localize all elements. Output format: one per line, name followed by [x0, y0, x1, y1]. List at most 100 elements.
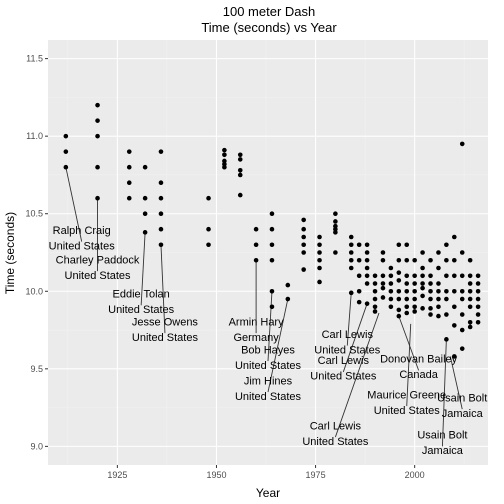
data-point [142, 211, 148, 217]
y-tick-label: 11.5 [26, 54, 43, 64]
annotation-leader-line [342, 303, 368, 373]
data-point [222, 152, 227, 158]
data-point [269, 226, 275, 232]
annotation-leader-line [267, 298, 289, 393]
data-point [158, 226, 164, 232]
data-point [436, 281, 441, 286]
data-point [396, 242, 402, 248]
annotation-leader-line [140, 232, 146, 306]
data-point [253, 226, 259, 232]
data-point [269, 257, 275, 263]
data-point [237, 167, 243, 173]
data-point [420, 250, 425, 255]
annotation-athlete-country: United States [49, 240, 116, 252]
data-point [428, 273, 433, 279]
data-point [452, 257, 457, 263]
data-point [333, 250, 338, 255]
data-point [459, 288, 465, 294]
data-point [356, 257, 362, 263]
x-tick-label: 1975 [306, 470, 326, 480]
data-point [412, 273, 417, 279]
data-point [285, 296, 291, 302]
annotation-athlete-country: United States [132, 332, 199, 344]
data-point [63, 149, 69, 154]
data-point [317, 234, 322, 240]
annotation-athlete-country: United States [235, 360, 302, 372]
data-point [396, 307, 402, 313]
data-point [206, 195, 211, 201]
data-point [404, 296, 410, 302]
data-point [317, 257, 322, 263]
annotation-athlete-name: Carl Lewis [322, 329, 374, 341]
data-point [452, 354, 457, 359]
data-point [372, 304, 378, 310]
data-point [356, 299, 362, 305]
data-point [459, 312, 465, 317]
annotation-athlete-name: Charley Paddock [56, 254, 140, 266]
data-point [467, 304, 473, 310]
data-point [452, 234, 457, 240]
data-point [348, 265, 354, 271]
data-point [206, 242, 211, 248]
data-point [459, 296, 465, 302]
data-point [317, 265, 322, 271]
data-point [317, 250, 322, 255]
data-point [436, 313, 441, 319]
data-point [285, 282, 291, 288]
data-point [372, 296, 378, 302]
data-point [388, 281, 394, 286]
annotation-leader-line [267, 291, 273, 362]
data-point [452, 304, 457, 310]
data-point [420, 273, 425, 279]
data-point [356, 273, 362, 279]
data-point [467, 324, 473, 330]
grid [48, 40, 488, 465]
axes: 1925 1950 1975 2000 9.0 9.5 10.0 10.5 11.0 11.5 [25, 54, 424, 480]
data-point [459, 327, 465, 333]
data-point [412, 257, 417, 263]
annotation-athlete-country: Canada [399, 369, 438, 381]
data-point [396, 296, 402, 302]
data-point [428, 288, 433, 294]
data-point [444, 273, 449, 279]
data-point [380, 257, 386, 263]
data-point [372, 281, 378, 286]
data-point [388, 288, 394, 294]
data-point [475, 288, 481, 294]
data-point [158, 211, 164, 217]
data-point [475, 304, 481, 310]
data-point [388, 265, 394, 271]
data-point [412, 296, 417, 302]
data-point [95, 118, 100, 123]
data-point [396, 270, 402, 275]
data-point [444, 288, 449, 294]
data-point [269, 242, 275, 248]
data-point [380, 285, 386, 291]
y-tick-label: 10.0 [25, 286, 43, 296]
data-point [301, 234, 306, 240]
data-point [237, 172, 243, 178]
annotation-athlete-name: Ralph Craig [53, 225, 111, 237]
data-point [380, 250, 386, 255]
y-tick-label: 9.5 [30, 364, 43, 374]
annotation-athlete-name: Jim Hines [244, 375, 293, 387]
data-point [158, 180, 164, 186]
data-point [364, 250, 370, 255]
annotation-athlete-country: United States [374, 405, 441, 417]
data-point [301, 242, 306, 248]
data-point [467, 319, 473, 325]
data-point [269, 288, 275, 294]
annotation-labels: Ralph Craig United States Charley Paddock U… [49, 225, 488, 457]
data-point [142, 164, 148, 170]
data-point [467, 273, 473, 279]
data-point [412, 304, 417, 310]
data-point [388, 296, 394, 302]
annotation-athlete-name: Armin Hary [229, 316, 285, 328]
data-point [404, 281, 410, 286]
data-point [364, 242, 370, 248]
data-point [126, 149, 132, 154]
data-point [412, 309, 417, 314]
data-point [444, 257, 449, 263]
annotation-athlete-name: Carl Lewis [310, 420, 362, 432]
